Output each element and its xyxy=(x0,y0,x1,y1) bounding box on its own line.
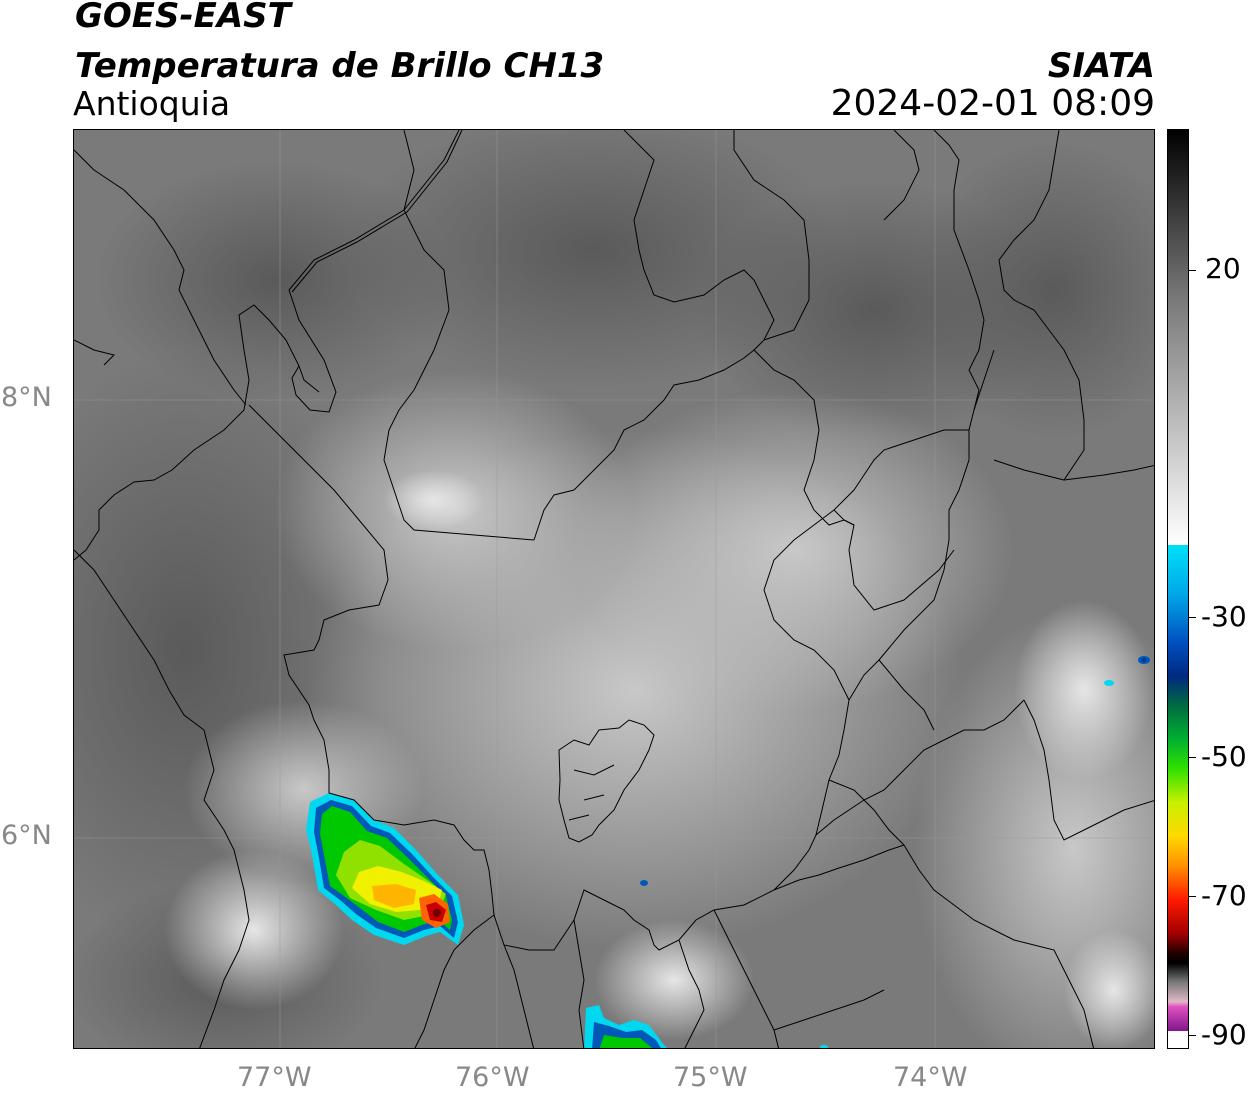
satellite-map xyxy=(73,129,1155,1049)
colorbar-label-minus90: -90 xyxy=(1201,1018,1247,1051)
lon-label-75w: 75°W xyxy=(673,1062,748,1093)
convective-cell-west xyxy=(306,793,464,945)
colorbar-canvas xyxy=(1168,130,1188,1048)
datetime-label: 2024-02-01 08:09 xyxy=(830,83,1155,124)
map-canvas xyxy=(74,130,1154,1048)
lat-label-8n: 8°N xyxy=(1,382,52,413)
colorbar-label-minus50: -50 xyxy=(1201,740,1247,773)
organization-label: SIATA xyxy=(1047,46,1155,86)
light-cloud-zones xyxy=(164,370,1154,1048)
satellite-title: GOES-EAST xyxy=(75,0,291,36)
lat-label-6n: 6°N xyxy=(1,820,52,851)
region-label: Antioquia xyxy=(73,84,231,123)
colorbar-tick-marks xyxy=(1189,129,1197,1049)
small-cold-pixels xyxy=(640,656,1150,1048)
lon-label-77w: 77°W xyxy=(237,1062,312,1093)
convective-cell-south xyxy=(584,1005,667,1048)
graticule xyxy=(74,130,1154,1048)
borders xyxy=(74,130,1154,1048)
temperature-colorbar xyxy=(1167,129,1189,1049)
product-title: Temperatura de Brillo CH13 xyxy=(75,46,605,86)
colorbar-label-minus70: -70 xyxy=(1201,879,1247,912)
lon-label-76w: 76°W xyxy=(455,1062,530,1093)
colorbar-label-minus30: -30 xyxy=(1201,600,1247,633)
lon-label-74w: 74°W xyxy=(893,1062,968,1093)
colorbar-label-20: 20 xyxy=(1205,252,1241,285)
